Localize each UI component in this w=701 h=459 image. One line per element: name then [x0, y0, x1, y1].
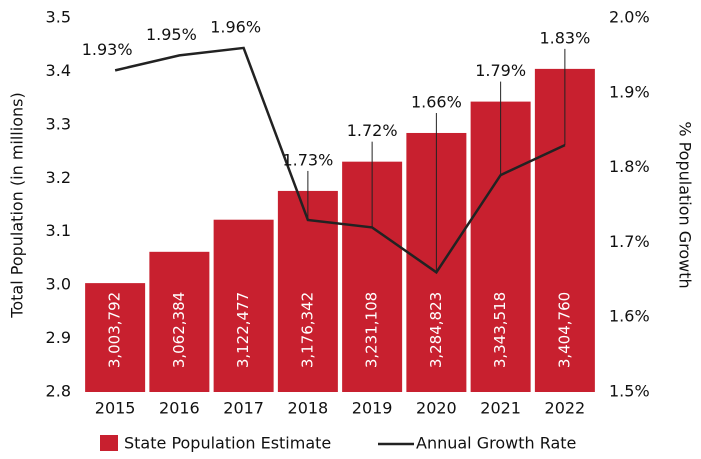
legend-label: State Population Estimate — [124, 434, 331, 453]
line-value-label: 1.93% — [82, 40, 133, 59]
bar — [277, 190, 338, 392]
line-value-label: 1.66% — [411, 92, 462, 111]
y-tick-label: 3.3 — [46, 114, 71, 133]
x-tick-label: 2022 — [545, 399, 586, 418]
line-value-label: 1.96% — [210, 17, 261, 36]
bar — [85, 283, 146, 392]
y-tick-label: 3.0 — [46, 275, 71, 294]
y2-tick-label: 1.9% — [609, 82, 650, 101]
y2-axis-title: % Population Growth — [676, 121, 695, 288]
line-value-label: 1.95% — [146, 25, 197, 44]
x-tick-label: 2017 — [223, 399, 264, 418]
bar-value-label: 3,284,823 — [427, 292, 445, 368]
line-value-label: 1.79% — [475, 61, 526, 80]
bar-value-label: 3,176,342 — [298, 292, 316, 368]
x-tick-label: 2019 — [352, 399, 393, 418]
bar-value-label: 3,343,518 — [491, 292, 509, 368]
x-tick-label: 2015 — [95, 399, 136, 418]
y-tick-label: 3.2 — [46, 168, 71, 187]
bar-value-label: 3,062,384 — [170, 292, 188, 368]
bar-value-label: 3,404,760 — [555, 292, 573, 368]
bar — [213, 219, 274, 392]
bar-value-label: 3,122,477 — [234, 292, 252, 368]
x-tick-label: 2020 — [416, 399, 457, 418]
x-tick-label: 2021 — [480, 399, 521, 418]
bar-value-label: 3,231,108 — [363, 292, 381, 368]
y-tick-label: 3.5 — [46, 8, 71, 27]
x-tick-label: 2016 — [159, 399, 200, 418]
y2-tick-label: 1.6% — [609, 307, 650, 326]
y2-tick-label: 1.8% — [609, 157, 650, 176]
bar-value-label: 3,003,792 — [106, 292, 124, 368]
growth-line — [114, 46, 566, 275]
y-tick-label: 2.8 — [46, 382, 71, 401]
line-value-label: 1.72% — [347, 121, 398, 140]
y2-tick-label: 1.7% — [609, 232, 650, 251]
y-tick-label: 2.9 — [46, 328, 71, 347]
y-tick-label: 3.1 — [46, 221, 71, 240]
y-tick-label: 3.4 — [46, 61, 71, 80]
bar — [149, 251, 210, 392]
legend-label: Annual Growth Rate — [416, 434, 576, 453]
x-tick-label: 2018 — [288, 399, 329, 418]
line-value-label: 1.83% — [539, 28, 590, 47]
y2-tick-label: 1.5% — [609, 382, 650, 401]
y-axis-title: Total Population (in millions) — [8, 92, 27, 318]
y2-tick-label: 2.0% — [609, 8, 650, 27]
legend-swatch — [100, 435, 118, 451]
line-value-label: 1.73% — [282, 150, 333, 169]
